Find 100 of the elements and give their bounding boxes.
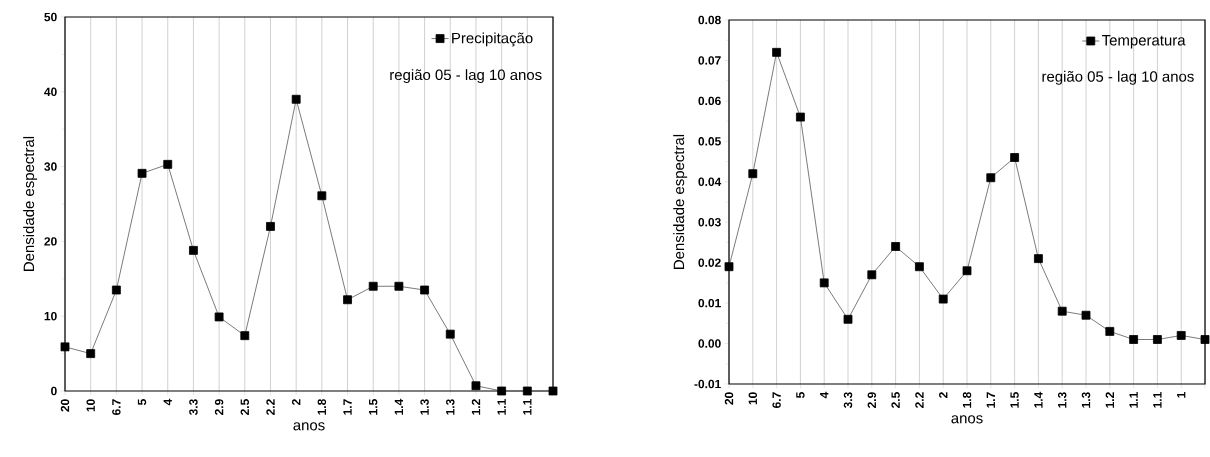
y-tick-label: 0.01 xyxy=(698,298,721,308)
y-tick-label: 50 xyxy=(44,12,57,22)
x-tick-label: 2.2 xyxy=(915,392,924,408)
x-tick-label: 1.3 xyxy=(1081,392,1091,408)
x-tick-label: 10 xyxy=(748,392,758,405)
point xyxy=(111,285,121,295)
x-tick-label: 1.5 xyxy=(1010,392,1019,408)
point xyxy=(189,245,198,255)
point xyxy=(772,47,782,57)
y-tick-label: 10 xyxy=(44,311,57,321)
point xyxy=(1034,254,1043,264)
x-tick-label: 2.5 xyxy=(891,392,900,408)
point xyxy=(724,262,734,272)
x-tick-label: 1.4 xyxy=(394,398,404,415)
x-tick-label: 20 xyxy=(60,399,70,412)
x-tick-label: 1.7 xyxy=(343,399,352,415)
x-tick-label: 3.3 xyxy=(843,392,853,409)
x-tick-label: 2.9 xyxy=(867,392,877,408)
point xyxy=(86,349,96,358)
x-tick-label: 1 xyxy=(1177,392,1186,398)
x-tick-label: 1.1 xyxy=(1153,392,1162,408)
point xyxy=(1010,153,1020,162)
point xyxy=(137,168,147,178)
y-tick-label: 0.04 xyxy=(698,177,722,186)
point xyxy=(962,266,972,276)
x-tick-label: 2 xyxy=(939,392,948,398)
y-axis-title: Densidade espectral xyxy=(673,134,688,269)
point xyxy=(394,281,404,291)
y-tick-label: 0.03 xyxy=(698,217,721,227)
x-tick-label: 2 xyxy=(291,399,301,405)
x-tick-label: 5 xyxy=(796,392,805,399)
annotation: região 05 - lag 10 anos xyxy=(390,69,542,84)
x-tick-label: 1.3 xyxy=(1057,392,1067,408)
y-tick-label: 0.02 xyxy=(698,258,721,267)
y-tick-label: 40 xyxy=(44,87,57,97)
y-tick-label: 30 xyxy=(44,162,57,171)
y-tick-label: 20 xyxy=(44,237,57,246)
point xyxy=(343,295,352,305)
x-tick-label: 1.1 xyxy=(497,399,506,415)
x-tick-label: 1.5 xyxy=(369,399,378,415)
point xyxy=(445,329,455,339)
point xyxy=(497,386,507,396)
x-tick-label: 1.1 xyxy=(523,399,532,415)
point xyxy=(163,159,173,169)
y-tick-label: 0.07 xyxy=(698,56,721,65)
annotation: região 05 - lag 10 anos xyxy=(1042,70,1194,85)
x-tick-label: 1.8 xyxy=(317,399,327,415)
point xyxy=(240,331,250,341)
point xyxy=(1057,306,1067,316)
point xyxy=(214,312,224,322)
point xyxy=(796,112,805,122)
point xyxy=(915,262,924,272)
point xyxy=(1105,327,1115,336)
x-axis-title: anos xyxy=(293,422,325,431)
x-tick-label: 5 xyxy=(137,399,147,406)
y-tick-label: 0.05 xyxy=(698,137,721,146)
point xyxy=(819,278,829,288)
x-tick-label: 1.4 xyxy=(1034,391,1043,408)
point xyxy=(471,381,481,391)
y-tick-label: 0.00 xyxy=(698,339,721,348)
x-tick-label: 10 xyxy=(86,399,95,412)
point xyxy=(522,386,532,396)
x-tick-label: 1.3 xyxy=(420,399,429,415)
x-tick-label: 1.8 xyxy=(962,392,972,408)
x-tick-label: 6.7 xyxy=(772,392,781,408)
x-tick-label: 20 xyxy=(724,392,734,405)
x-tick-label: 2.9 xyxy=(214,399,224,415)
y-axis-title: Densidade espectral xyxy=(23,136,38,271)
point xyxy=(548,386,558,396)
point xyxy=(266,222,275,231)
x-tick-label: 1.2 xyxy=(1105,392,1114,408)
point xyxy=(843,314,853,324)
x-tick-label: 1.7 xyxy=(986,392,995,408)
x-tick-label: 1.2 xyxy=(471,399,481,415)
y-tick-label: 0.08 xyxy=(698,15,721,25)
point xyxy=(291,94,301,104)
point xyxy=(368,281,378,291)
x-tick-label: 4 xyxy=(820,391,829,399)
legend-label: Precipitação xyxy=(452,32,533,47)
point xyxy=(60,342,70,352)
point xyxy=(1129,335,1139,344)
point xyxy=(986,173,996,183)
x-tick-label: 2.2 xyxy=(266,399,275,415)
point xyxy=(891,242,901,251)
x-tick-label: 1.1 xyxy=(1129,392,1138,408)
point xyxy=(1200,335,1210,344)
point xyxy=(1153,335,1162,344)
point xyxy=(748,169,758,179)
x-axis-title: anos xyxy=(951,415,983,424)
x-tick-label: 6.7 xyxy=(112,399,121,415)
y-tick-label: 0 xyxy=(51,386,57,396)
x-tick-label: 1.3 xyxy=(446,399,455,415)
x-tick-label: 2.5 xyxy=(240,399,250,415)
x-tick-label: 3.3 xyxy=(189,399,198,416)
point xyxy=(317,191,327,201)
point xyxy=(1176,331,1186,340)
x-tick-label: 4 xyxy=(163,398,172,406)
y-tick-label: -0.01 xyxy=(694,379,721,389)
point xyxy=(938,294,948,304)
y-tick-label: 0.06 xyxy=(698,96,721,106)
